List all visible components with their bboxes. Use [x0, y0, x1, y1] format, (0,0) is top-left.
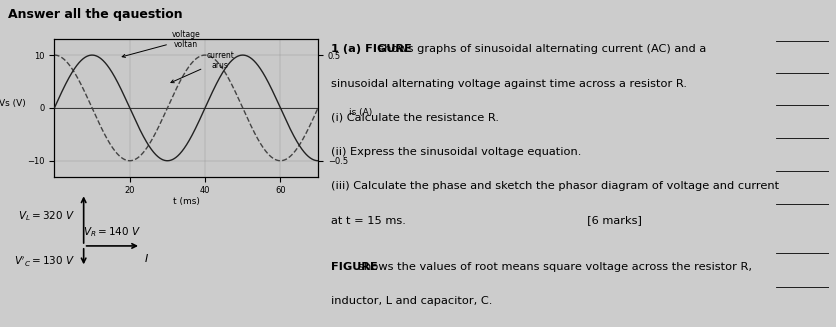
- Text: (ii) Express the sinusoidal voltage equation.: (ii) Express the sinusoidal voltage equa…: [331, 147, 581, 157]
- Text: $V'_C = 130$ V: $V'_C = 130$ V: [13, 255, 75, 269]
- Text: $V_R = 140$ V: $V_R = 140$ V: [84, 226, 141, 239]
- Y-axis label: is (A): is (A): [349, 108, 372, 117]
- Text: shows the values of root means square voltage across the resistor R,: shows the values of root means square vo…: [350, 262, 751, 271]
- Text: Answer all the qauestion: Answer all the qauestion: [8, 8, 183, 21]
- X-axis label: t (ms): t (ms): [172, 197, 200, 206]
- Text: $I$: $I$: [144, 251, 149, 264]
- Text: shows graphs of sinusoidal alternating current (AC) and a: shows graphs of sinusoidal alternating c…: [370, 44, 705, 54]
- Text: voltage
voltan: voltage voltan: [122, 30, 201, 58]
- Text: (i) Calculate the resistance R.: (i) Calculate the resistance R.: [331, 113, 499, 123]
- Text: 1 (a) FIGURE: 1 (a) FIGURE: [331, 44, 412, 54]
- Text: inductor, L and capacitor, C.: inductor, L and capacitor, C.: [331, 296, 492, 306]
- Text: sinusoidal alternating voltage against time across a resistor R.: sinusoidal alternating voltage against t…: [331, 78, 686, 89]
- Text: at t = 15 ms.                                                  [6 marks]: at t = 15 ms. [6 marks]: [331, 215, 641, 225]
- Text: FIGURE: FIGURE: [331, 262, 378, 271]
- Text: $V_L = 320$ V: $V_L = 320$ V: [18, 209, 75, 223]
- Text: current
arus: current arus: [171, 51, 234, 83]
- Y-axis label: Vs (V): Vs (V): [0, 99, 26, 108]
- Text: (iii) Calculate the phase and sketch the phasor diagram of voltage and current: (iii) Calculate the phase and sketch the…: [331, 181, 778, 191]
